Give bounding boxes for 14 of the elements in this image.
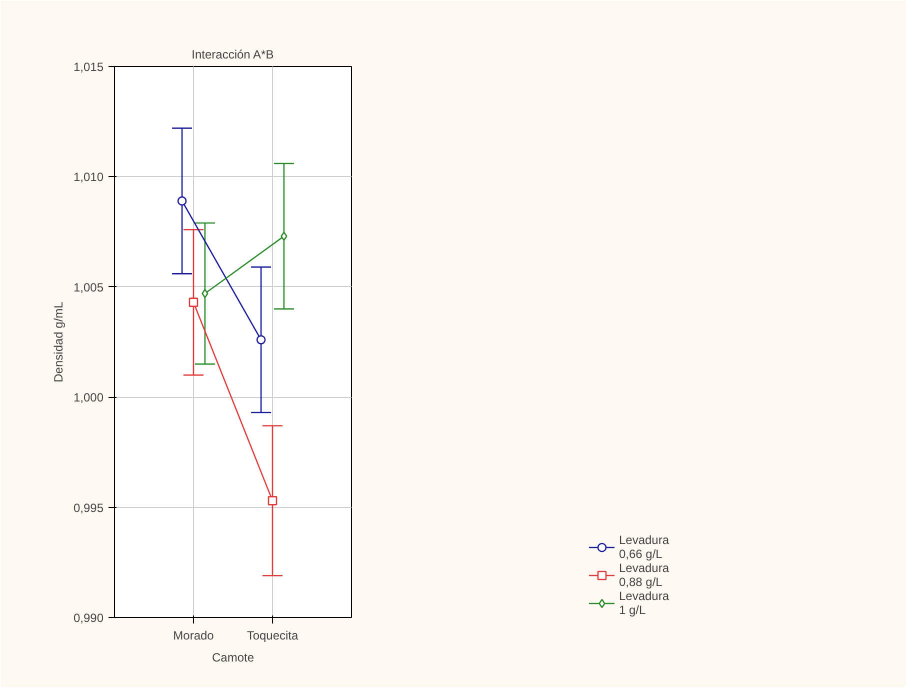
chart-title: Interacción A*B: [192, 48, 274, 62]
y-tick-label: 0,995: [73, 500, 104, 515]
legend-label: Levadura 0,88 g/L: [618, 561, 670, 589]
x-tick-label: Toquecita: [246, 628, 299, 642]
y-tick-label: 1,010: [73, 170, 104, 184]
y-axis-title: Densidad g/mL: [51, 301, 66, 382]
y-tick-label: 1,005: [73, 280, 104, 294]
legend-label: Levadura 0,66 g/L: [618, 533, 670, 561]
y-tick-label: 1,000: [73, 390, 104, 405]
y-tick-label: 0,990: [73, 611, 104, 625]
x-tick-label: Morado: [173, 628, 214, 642]
y-tick-label: 1,015: [73, 60, 104, 74]
legend-label: Levadura 1 g/L: [618, 589, 670, 617]
x-axis-title: Camote: [212, 650, 254, 664]
